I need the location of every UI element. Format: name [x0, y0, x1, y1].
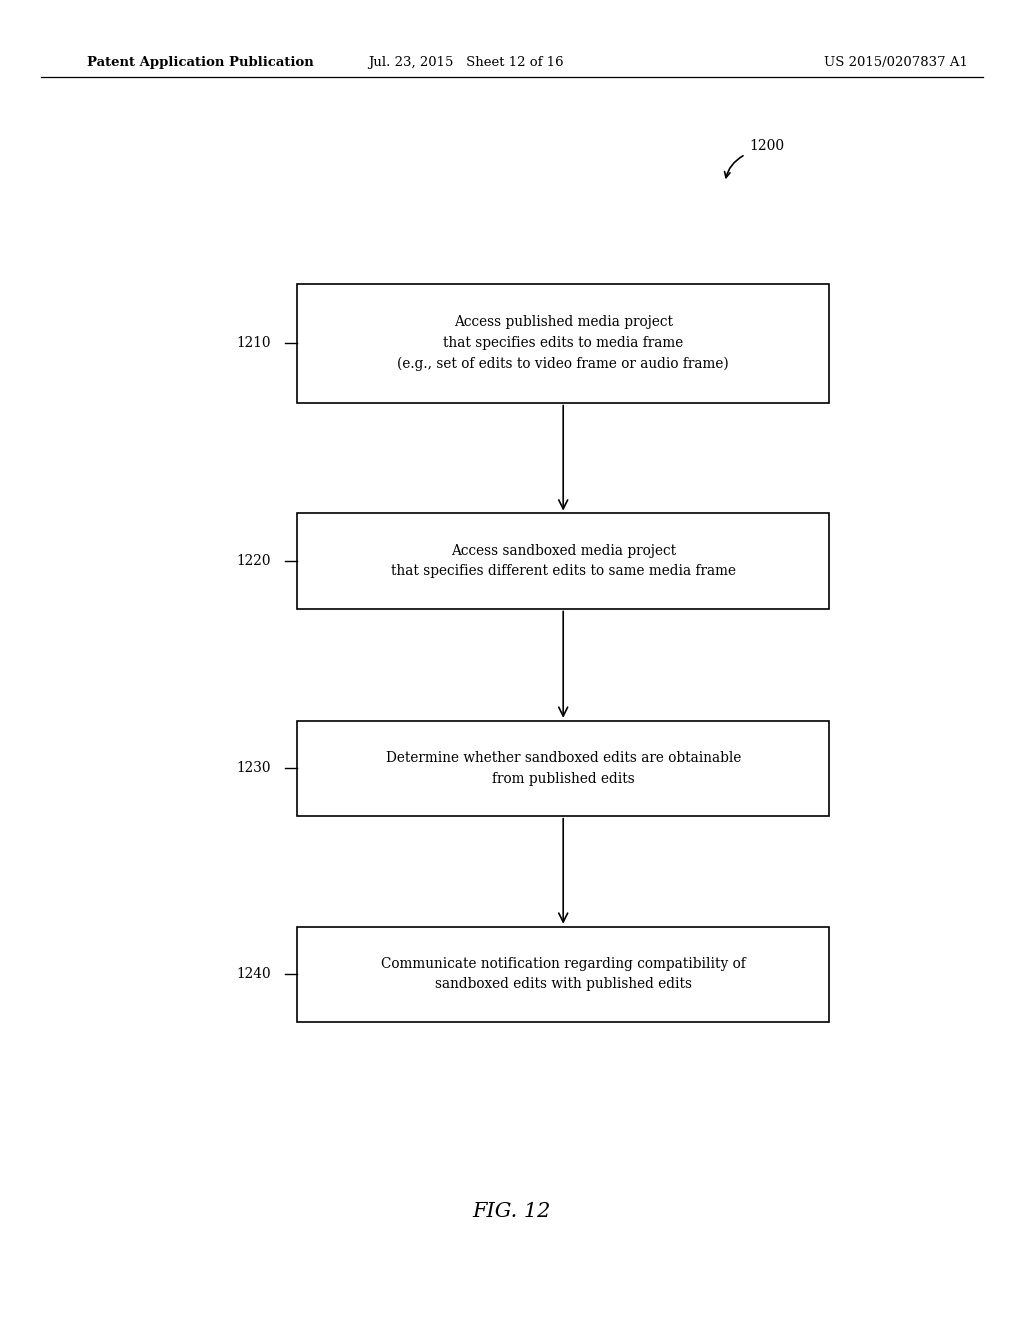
FancyBboxPatch shape [297, 927, 829, 1022]
Text: Access published media project
that specifies edits to media frame
(e.g., set of: Access published media project that spec… [397, 315, 729, 371]
Text: Patent Application Publication: Patent Application Publication [87, 55, 313, 69]
Text: Communicate notification regarding compatibility of
sandboxed edits with publish: Communicate notification regarding compa… [381, 957, 745, 991]
Text: 1210: 1210 [237, 337, 271, 350]
Text: 1230: 1230 [237, 762, 271, 775]
Text: Access sandboxed media project
that specifies different edits to same media fram: Access sandboxed media project that spec… [391, 544, 735, 578]
Text: 1220: 1220 [237, 554, 271, 568]
Text: Jul. 23, 2015   Sheet 12 of 16: Jul. 23, 2015 Sheet 12 of 16 [368, 55, 564, 69]
FancyBboxPatch shape [297, 513, 829, 609]
Text: US 2015/0207837 A1: US 2015/0207837 A1 [824, 55, 968, 69]
FancyBboxPatch shape [297, 284, 829, 403]
Text: 1200: 1200 [750, 139, 784, 153]
FancyArrowPatch shape [725, 156, 743, 178]
Text: Determine whether sandboxed edits are obtainable
from published edits: Determine whether sandboxed edits are ob… [385, 751, 741, 785]
FancyBboxPatch shape [297, 721, 829, 816]
Text: 1240: 1240 [237, 968, 271, 981]
Text: FIG. 12: FIG. 12 [473, 1203, 551, 1221]
